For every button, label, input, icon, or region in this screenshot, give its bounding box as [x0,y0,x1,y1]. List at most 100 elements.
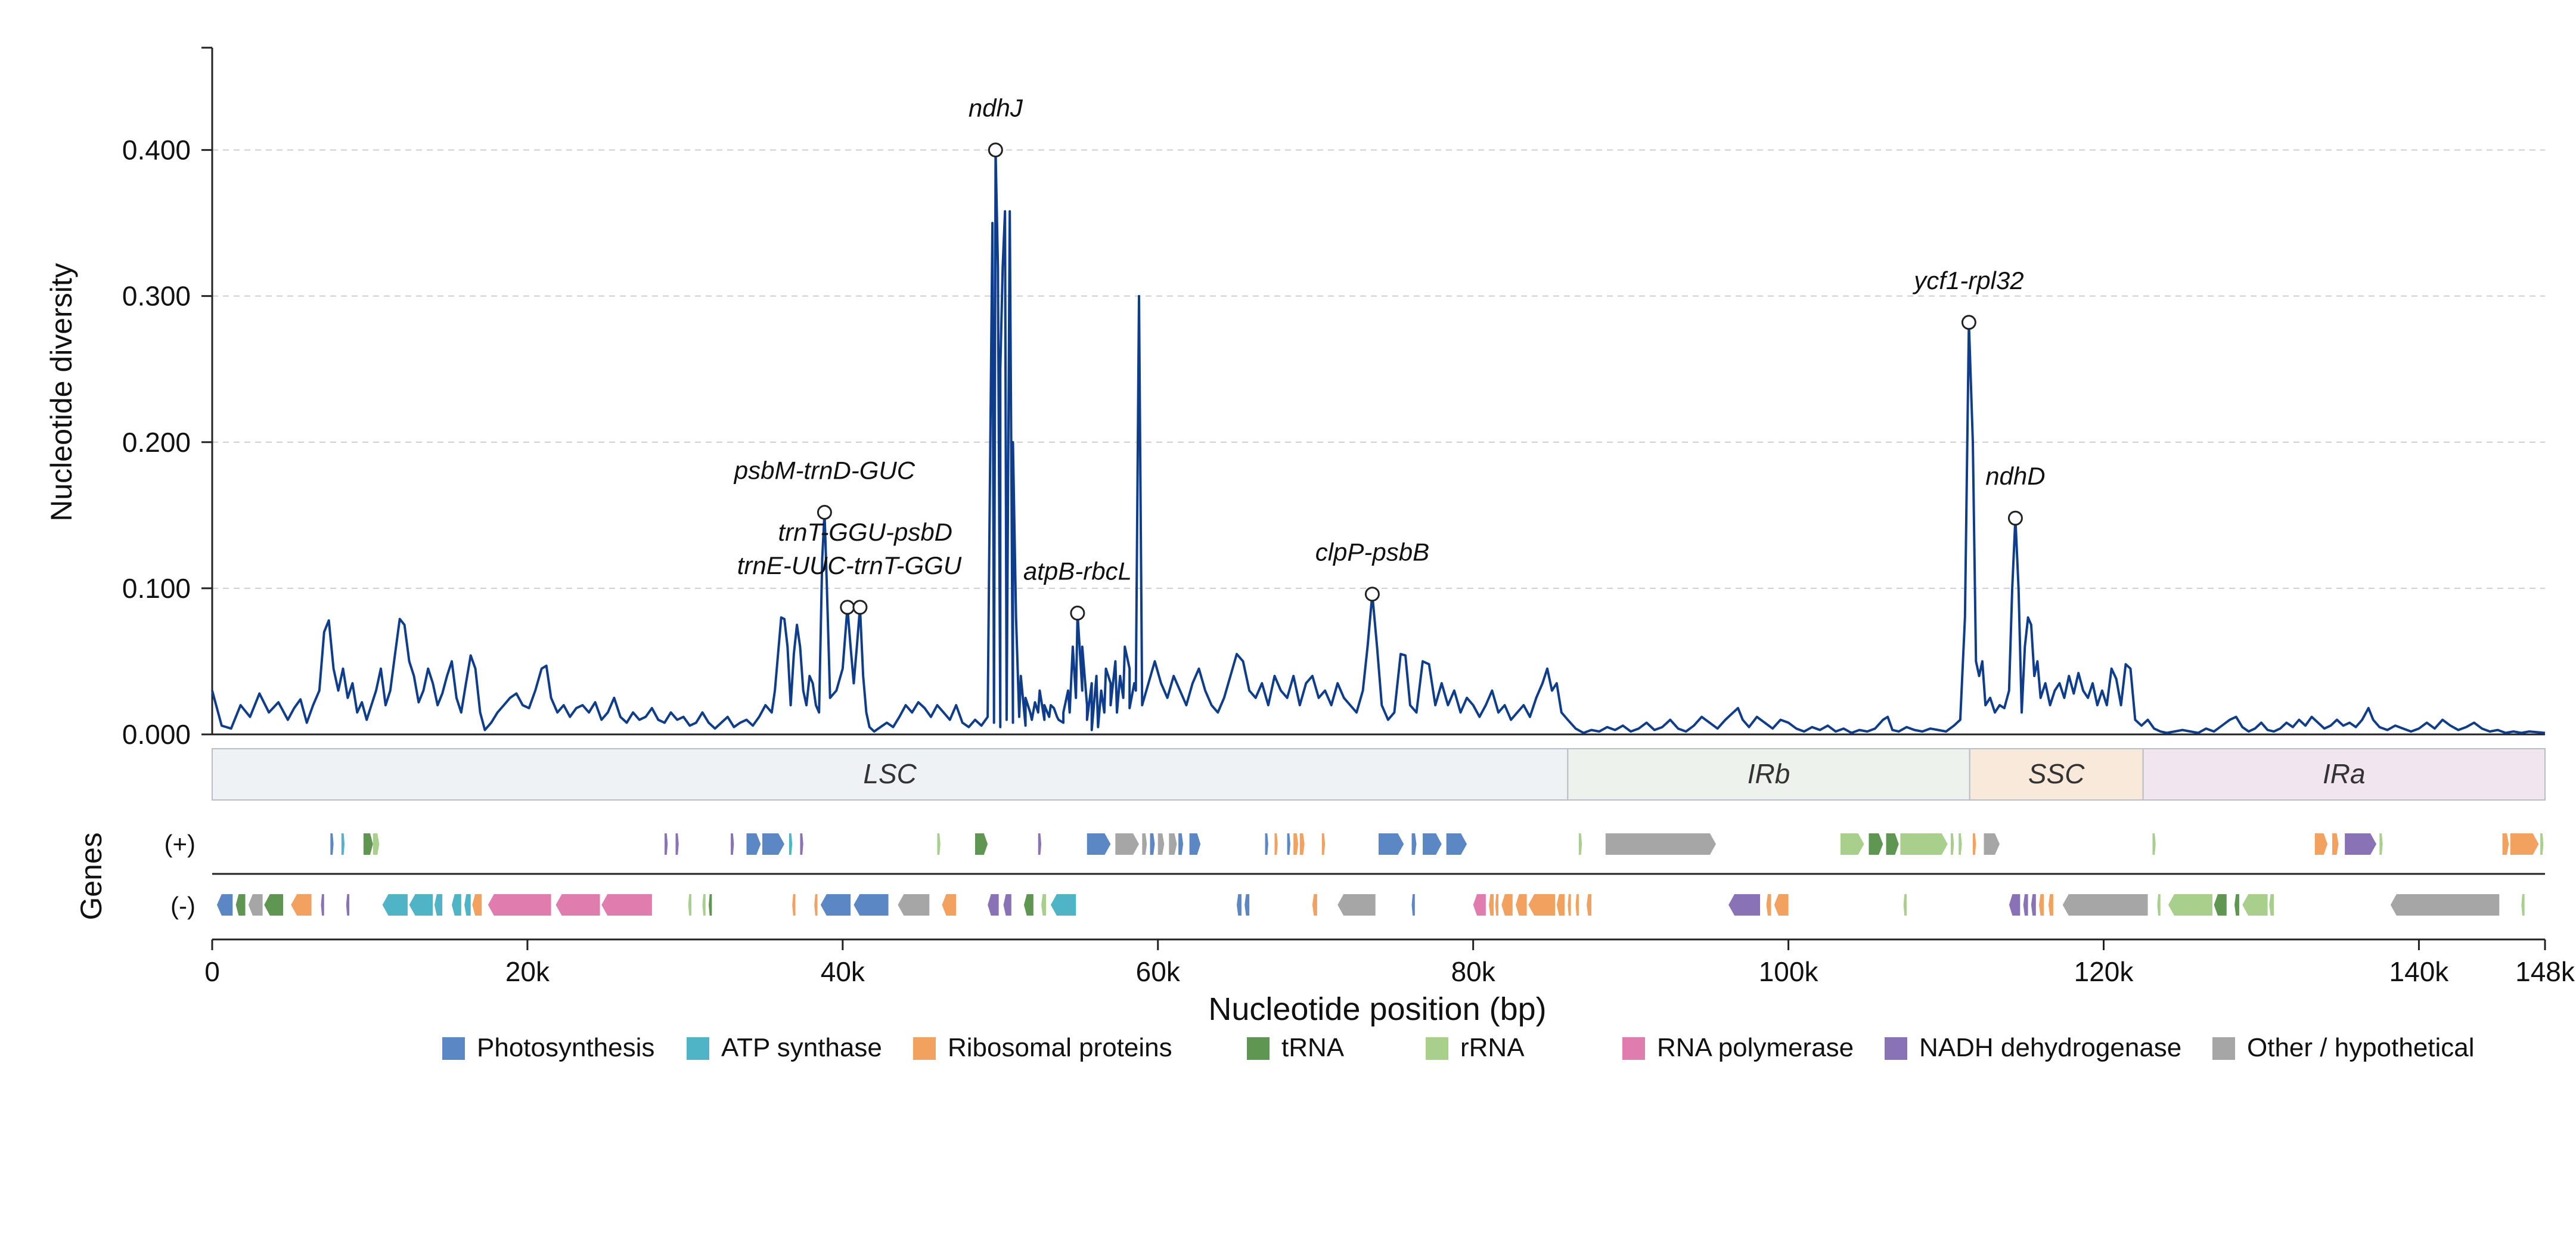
gene-minus-44 [1587,894,1592,916]
gene-minus-34 [1411,894,1415,916]
gene-plus-20 [1178,833,1184,855]
gene-plus-3 [373,833,380,855]
gene-plus-48 [2510,833,2539,855]
peak-annotations: psbM-trnD-GUC trnT-GGU-psbD trnE-UUC-trnT-… [733,94,2046,621]
gene-minus-36 [1489,894,1494,916]
gene-minus-4 [291,894,312,916]
gene-plus-46 [2379,833,2383,855]
gene-plus-32 [1578,833,1582,855]
gene-minus-3 [264,894,284,916]
gene-plus-27 [1321,833,1326,855]
x-tick-label: 40k [821,956,865,987]
peak-label: trnE-UUC-trnT-GGU [737,551,962,579]
gene-plus-11 [937,833,941,855]
gene-plus-29 [1411,833,1417,855]
peak-label: ycf1-rpl32 [1912,266,2023,294]
gene-plus-9 [789,833,793,855]
gene-plus-49 [2540,833,2544,855]
gene-plus-34 [1840,833,1864,855]
gene-minus-37 [1495,894,1498,916]
gene-plus-43 [2314,833,2328,855]
gene-minus-27 [1023,894,1033,916]
gene-minus-45 [1728,894,1760,916]
legend-swatch-5 [1622,1037,1645,1060]
gene-minus-59 [2242,894,2268,916]
gene-minus-13 [488,894,551,916]
gene-tracks [212,833,2545,916]
gene-minus-16 [688,894,691,916]
x-tick-label: 140k [2389,956,2450,987]
gene-minus-60 [2269,894,2274,916]
gene-plus-35 [1869,833,1883,855]
x-tick-label: 120k [2074,956,2134,987]
gene-plus-19 [1169,833,1177,855]
gene-minus-20 [814,894,818,916]
y-tick-label: 0.000 [122,719,191,750]
gene-plus-38 [1950,833,1954,855]
legend-label: rRNA [1460,1033,1525,1062]
gene-plus-25 [1293,833,1299,855]
legend-swatch-4 [1426,1037,1448,1060]
peak-label: atpB-rbcL [1023,557,1132,585]
x-axis-label: Nucleotide position (bp) [1208,991,1546,1027]
gene-plus-41 [1984,833,2000,855]
legend-swatch-3 [1247,1037,1270,1060]
gene-minus-61 [2390,894,2500,916]
strand-minus-label: (-) [170,892,195,920]
legend-swatch-2 [913,1037,936,1060]
region-bands: LSC IRb SSC IRa [212,748,2546,801]
gene-plus-31 [1446,833,1467,855]
legend-swatch-0 [442,1037,465,1060]
legend-label: Other / hypothetical [2247,1033,2475,1062]
gene-minus-29 [1050,894,1076,916]
gene-minus-2 [248,894,263,916]
gene-plus-39 [1959,833,1962,855]
y-tick-label: 0.300 [122,281,191,312]
gene-minus-56 [2168,894,2212,916]
gene-minus-40 [1528,894,1556,916]
gene-minus-41 [1556,894,1565,916]
peak-marker-4 [1070,606,1085,621]
peak-marker-7 [2007,510,2023,526]
gene-plus-47 [2502,833,2509,855]
x-tick-label: 20k [505,956,550,987]
gene-minus-51 [2031,894,2036,916]
gene-minus-0 [216,894,233,916]
gene-plus-21 [1189,833,1201,855]
gene-minus-14 [555,894,600,916]
gene-minus-46 [1766,894,1771,916]
gene-plus-16 [1142,833,1147,855]
gene-plus-28 [1379,833,1404,855]
gene-plus-12 [974,833,988,855]
gene-minus-23 [898,894,930,916]
gene-plus-10 [800,833,803,855]
gene-minus-26 [1003,894,1011,916]
gene-plus-30 [1423,833,1442,855]
x-tick-label: 60k [1136,956,1181,987]
gene-minus-38 [1501,894,1513,916]
gene-minus-55 [2157,894,2161,916]
y-tick-label: 0.100 [122,573,191,604]
x-tick-label: 80k [1451,956,1496,987]
gene-minus-19 [792,894,796,916]
gene-plus-26 [1299,833,1305,855]
grid-lines [212,149,2545,589]
peak-marker-6 [1961,315,1976,330]
gene-plus-37 [1900,833,1948,855]
gene-plus-33 [1605,833,1716,855]
gene-plus-0 [330,833,334,855]
gene-minus-53 [2048,894,2053,916]
gene-minus-35 [1473,894,1486,916]
y-tick-label: 0.200 [122,427,191,458]
gene-minus-22 [854,894,889,916]
peak-marker-5 [1364,587,1380,602]
gene-plus-15 [1115,833,1140,855]
gene-minus-52 [2039,894,2044,916]
gene-minus-42 [1568,894,1571,916]
y-tick-label: 0.400 [122,135,191,166]
gene-minus-15 [601,894,652,916]
gene-plus-24 [1287,833,1290,855]
legend-label: RNA polymerase [1657,1033,1854,1062]
gene-minus-58 [2234,894,2239,916]
gene-minus-21 [820,894,851,916]
